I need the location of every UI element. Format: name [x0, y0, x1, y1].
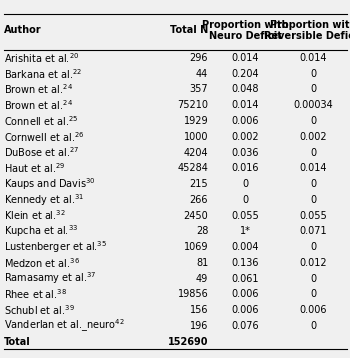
Text: 215: 215: [190, 179, 208, 189]
Text: 0.136: 0.136: [231, 258, 259, 268]
Text: Haut et al.$^{29}$: Haut et al.$^{29}$: [4, 161, 65, 175]
Text: 0: 0: [242, 195, 248, 205]
Text: Barkana et al.$^{22}$: Barkana et al.$^{22}$: [4, 67, 82, 81]
Text: 0.014: 0.014: [231, 53, 259, 63]
Text: 0.006: 0.006: [231, 305, 259, 315]
Text: 0.014: 0.014: [231, 100, 259, 110]
Text: 0.014: 0.014: [300, 53, 327, 63]
Text: 266: 266: [190, 195, 208, 205]
Text: 156: 156: [190, 305, 208, 315]
Text: 49: 49: [196, 274, 208, 284]
Text: 0: 0: [310, 321, 316, 331]
Text: 0: 0: [310, 195, 316, 205]
Text: Arishita et al.$^{20}$: Arishita et al.$^{20}$: [4, 51, 79, 65]
Text: 75210: 75210: [177, 100, 208, 110]
Text: 0: 0: [310, 116, 316, 126]
Text: 0.00034: 0.00034: [293, 100, 333, 110]
Text: 0: 0: [310, 179, 316, 189]
Text: 0: 0: [310, 84, 316, 95]
Text: 1929: 1929: [184, 116, 208, 126]
Text: 0: 0: [242, 179, 248, 189]
Text: 357: 357: [190, 84, 208, 95]
Text: 4204: 4204: [184, 147, 208, 158]
Text: 296: 296: [190, 53, 208, 63]
Text: Total N: Total N: [170, 25, 208, 35]
Text: 1000: 1000: [184, 132, 208, 142]
Text: 81: 81: [196, 258, 208, 268]
Text: Medzon et al.$^{36}$: Medzon et al.$^{36}$: [4, 256, 79, 270]
Text: 0.061: 0.061: [231, 274, 259, 284]
Text: Klein et al.$^{32}$: Klein et al.$^{32}$: [4, 209, 65, 222]
Text: Lustenberger et al.$^{35}$: Lustenberger et al.$^{35}$: [4, 239, 107, 255]
Text: 0.071: 0.071: [300, 226, 327, 236]
Text: Proportion with
Neuro Deficit: Proportion with Neuro Deficit: [202, 20, 288, 41]
Text: 0.076: 0.076: [231, 321, 259, 331]
Text: 0: 0: [310, 69, 316, 79]
Text: Proportion with
Reversible Deficit: Proportion with Reversible Deficit: [264, 20, 350, 41]
Text: 0: 0: [310, 147, 316, 158]
Text: Rhee et al.$^{38}$: Rhee et al.$^{38}$: [4, 287, 66, 301]
Text: Author: Author: [4, 25, 41, 35]
Text: 45284: 45284: [177, 163, 208, 173]
Text: 1069: 1069: [184, 242, 208, 252]
Text: Vanderlan et al._neuro$^{42}$: Vanderlan et al._neuro$^{42}$: [4, 318, 124, 334]
Text: Kaups and Davis$^{30}$: Kaups and Davis$^{30}$: [4, 176, 95, 192]
Text: 0.002: 0.002: [231, 132, 259, 142]
Text: 152690: 152690: [168, 337, 208, 347]
Text: 0.012: 0.012: [300, 258, 327, 268]
Text: 0.014: 0.014: [300, 163, 327, 173]
Text: 0.204: 0.204: [231, 69, 259, 79]
Text: 0: 0: [310, 274, 316, 284]
Text: 0.004: 0.004: [231, 242, 259, 252]
Text: DuBose et al.$^{27}$: DuBose et al.$^{27}$: [4, 146, 79, 159]
Text: 0: 0: [310, 242, 316, 252]
Text: 0.002: 0.002: [300, 132, 327, 142]
Text: Cornwell et al.$^{26}$: Cornwell et al.$^{26}$: [4, 130, 84, 144]
Text: 0: 0: [310, 289, 316, 299]
Text: 0.055: 0.055: [231, 211, 259, 221]
Text: 0.036: 0.036: [231, 147, 259, 158]
Text: 0.006: 0.006: [231, 116, 259, 126]
Text: 0.006: 0.006: [231, 289, 259, 299]
Text: Brown et al.$^{24}$: Brown et al.$^{24}$: [4, 83, 72, 96]
Text: 2450: 2450: [183, 211, 208, 221]
Text: 19856: 19856: [177, 289, 208, 299]
Text: 0.055: 0.055: [299, 211, 327, 221]
Text: Total: Total: [4, 337, 30, 347]
Text: 1*: 1*: [239, 226, 251, 236]
Text: Connell et al.$^{25}$: Connell et al.$^{25}$: [4, 114, 78, 128]
Text: 0.016: 0.016: [231, 163, 259, 173]
Text: Schubl et al.$^{39}$: Schubl et al.$^{39}$: [4, 303, 74, 317]
Text: 28: 28: [196, 226, 208, 236]
Text: 0.006: 0.006: [300, 305, 327, 315]
Text: 44: 44: [196, 69, 208, 79]
Text: Brown et al.$^{24}$: Brown et al.$^{24}$: [4, 98, 72, 112]
Text: 0.048: 0.048: [231, 84, 259, 95]
Text: 196: 196: [190, 321, 208, 331]
Text: Kennedy et al.$^{31}$: Kennedy et al.$^{31}$: [4, 192, 84, 208]
Text: Ramasamy et al.$^{37}$: Ramasamy et al.$^{37}$: [4, 271, 96, 286]
Text: Kupcha et al.$^{33}$: Kupcha et al.$^{33}$: [4, 223, 78, 239]
